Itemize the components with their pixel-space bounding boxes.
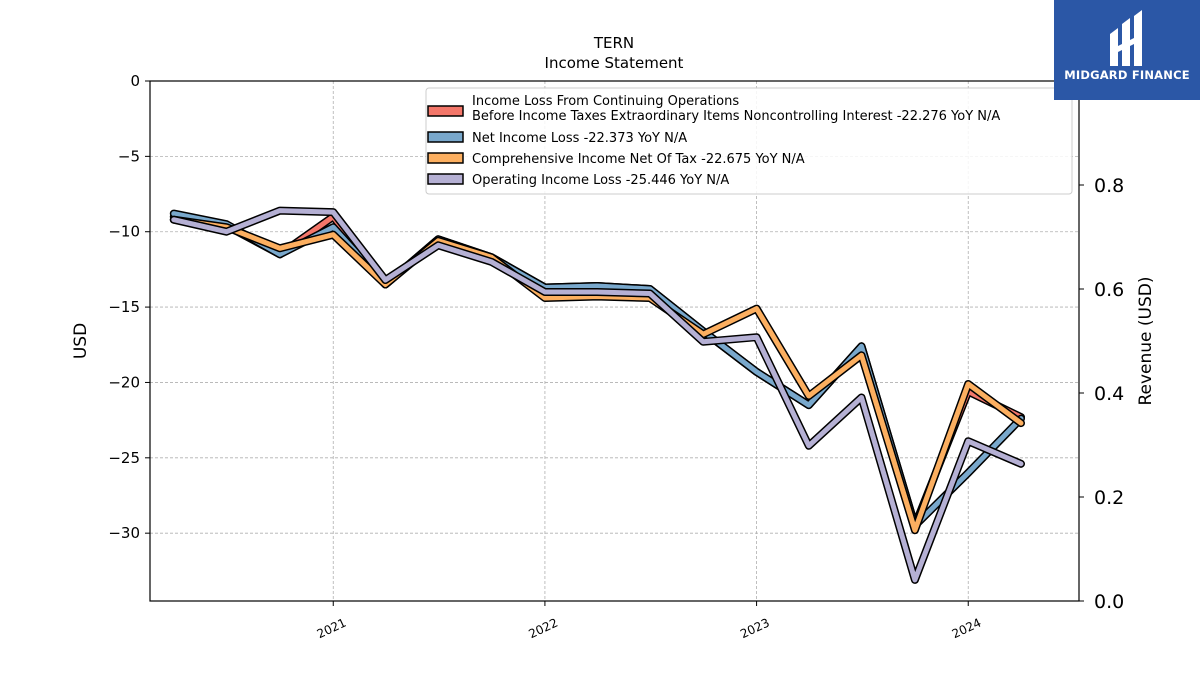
y-tick-label: 0 bbox=[130, 72, 140, 90]
legend-label: Before Income Taxes Extraordinary Items … bbox=[472, 109, 1000, 124]
x-tick-label: 2023 bbox=[738, 616, 772, 642]
legend-box bbox=[425, 87, 1073, 195]
series-1 bbox=[169, 212, 1025, 530]
legend-item: Net Income Loss -22.373 YoY N/A bbox=[427, 131, 687, 146]
x-tick-label: 2021 bbox=[315, 616, 349, 642]
legend-label: Operating Income Loss -25.446 YoY N/A bbox=[472, 173, 729, 188]
y2-tick-label: 0.2 bbox=[1094, 487, 1124, 509]
legend-label: Comprehensive Income Net Of Tax -22.675 … bbox=[472, 152, 805, 167]
y-axis-label: USD bbox=[71, 323, 91, 359]
series-line bbox=[171, 208, 1024, 583]
y-tick-label: −10 bbox=[108, 223, 140, 241]
legend-item: Operating Income Loss -25.446 YoY N/A bbox=[427, 173, 729, 188]
brand-logo: MIDGARD FINANCE bbox=[1054, 0, 1200, 100]
legend-item: Income Loss From Continuing OperationsBe… bbox=[427, 94, 1000, 124]
series-lines bbox=[169, 206, 1025, 584]
brand-mark-icon bbox=[1110, 10, 1142, 66]
plot-frame bbox=[149, 80, 1080, 602]
y-tick-label: −25 bbox=[108, 449, 140, 467]
chart-subtitle: Income Statement bbox=[545, 54, 684, 72]
legend-label: Income Loss From Continuing Operations bbox=[472, 94, 739, 109]
legend-label: Net Income Loss -22.373 YoY N/A bbox=[472, 131, 687, 146]
brand-name: MIDGARD FINANCE bbox=[1064, 68, 1190, 82]
y-tick-label: −5 bbox=[118, 147, 140, 165]
y2-axis-label: Revenue (USD) bbox=[1136, 276, 1156, 405]
y2-tick-label: 0.6 bbox=[1094, 279, 1124, 301]
series-line-outline bbox=[169, 215, 1025, 535]
legend-swatch bbox=[427, 131, 464, 143]
y-tick-label: −20 bbox=[108, 373, 140, 391]
y2-tick-label: 0.8 bbox=[1094, 175, 1124, 197]
series-line-outline bbox=[169, 209, 1025, 530]
series-line bbox=[171, 214, 1024, 529]
legend-swatch bbox=[427, 152, 464, 164]
series-line-outline bbox=[169, 212, 1025, 530]
y-tick-label: −15 bbox=[108, 298, 140, 316]
series-4 bbox=[169, 206, 1025, 584]
x-tick-label: 2024 bbox=[950, 616, 984, 642]
x-tick-label: 2022 bbox=[526, 616, 560, 642]
legend-swatch bbox=[427, 105, 464, 117]
legend: Income Loss From Continuing OperationsBe… bbox=[425, 87, 1073, 195]
y-tick-label: −30 bbox=[108, 524, 140, 542]
series-line bbox=[171, 211, 1024, 529]
y2-tick-label: 0.0 bbox=[1094, 591, 1124, 613]
series-2 bbox=[169, 209, 1025, 530]
x-axis: 2021 2022 2023 2024 bbox=[315, 601, 984, 642]
y2-tick-label: 0.4 bbox=[1094, 383, 1124, 405]
legend-item: Comprehensive Income Net Of Tax -22.675 … bbox=[427, 152, 805, 167]
chart-title: TERN bbox=[593, 34, 634, 52]
y-axis-right: 0.0 0.2 0.4 0.6 0.8 bbox=[1079, 175, 1124, 613]
series-3 bbox=[169, 215, 1025, 535]
legend-swatch bbox=[427, 173, 464, 185]
y-axis-left: 0 −5 −10 −15 −20 −25 −30 bbox=[108, 72, 150, 542]
series-line bbox=[171, 217, 1024, 533]
series-line-outline bbox=[169, 206, 1025, 584]
